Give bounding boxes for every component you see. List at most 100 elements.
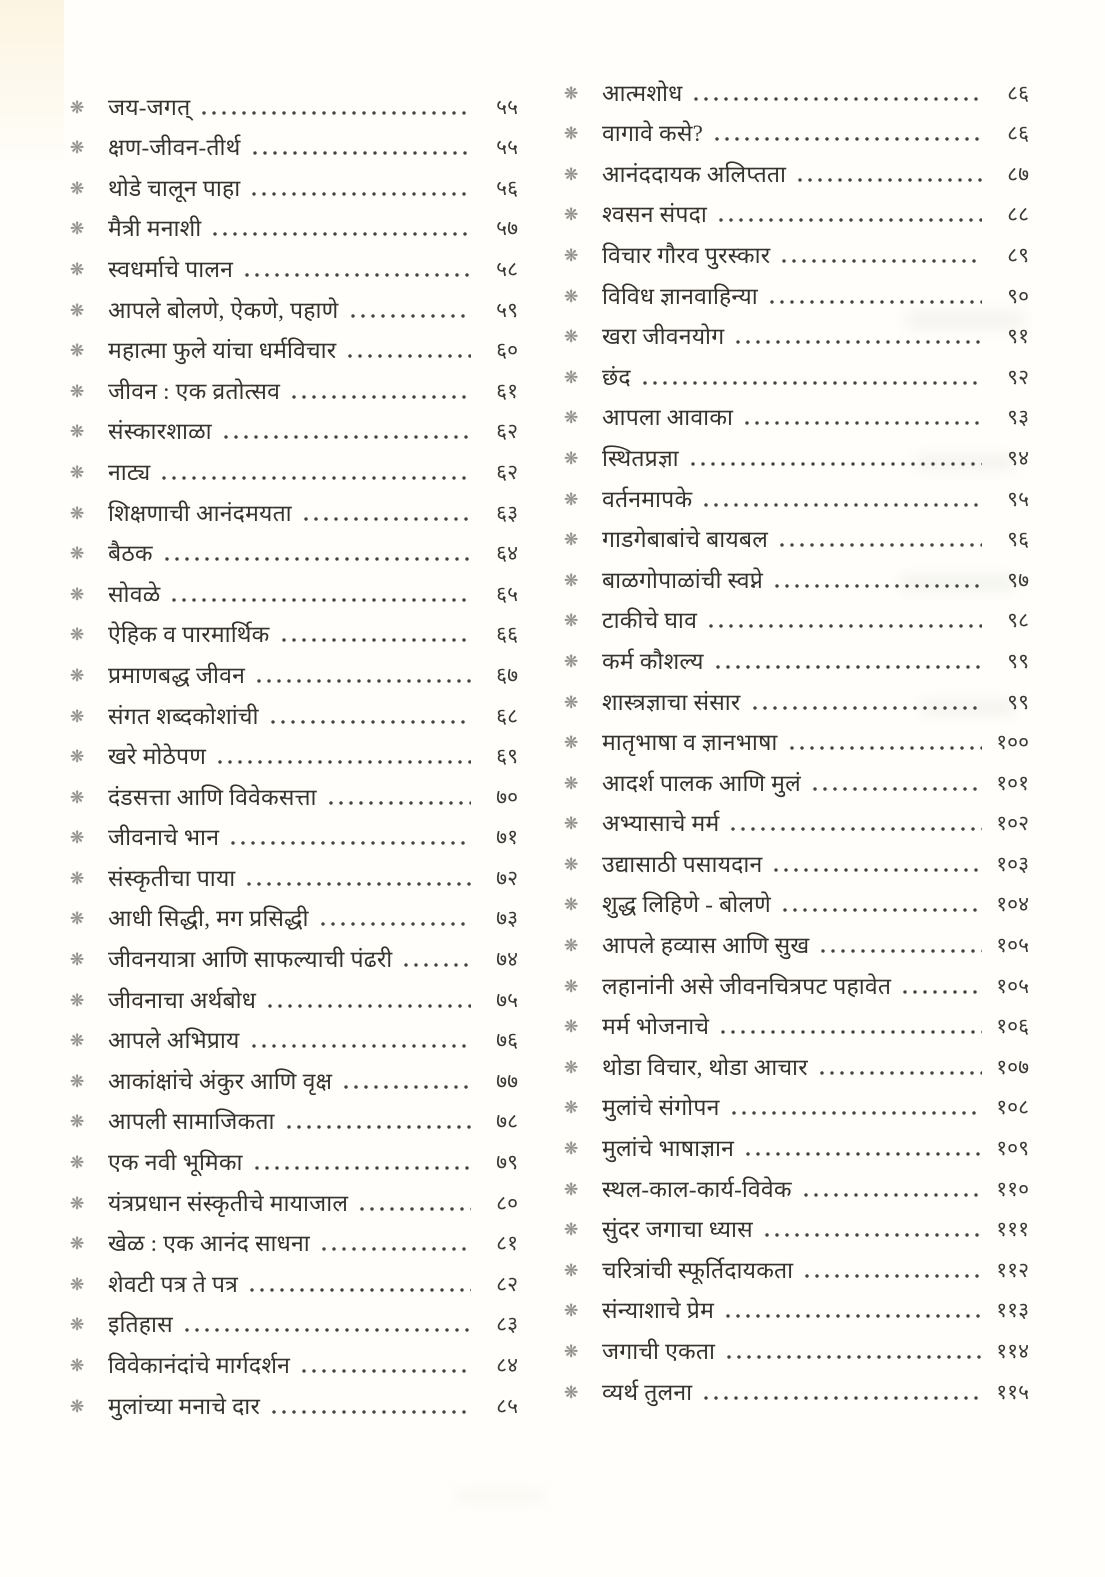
flower-asterisk-icon: ❋ [70, 341, 85, 362]
flower-asterisk-icon: ❋ [70, 625, 85, 646]
flower-asterisk-icon: ❋ [70, 828, 85, 849]
toc-entry-title: व्यर्थ तुलना [602, 1379, 693, 1405]
toc-entry-page-number: १०५ [996, 933, 1029, 958]
dotted-leader [210, 231, 471, 238]
flower-asterisk-icon: ❋ [70, 97, 85, 118]
dotted-leader [249, 190, 471, 197]
flower-asterisk-icon: ❋ [70, 1396, 85, 1417]
flower-asterisk-icon: ❋ [564, 1098, 579, 1119]
flower-asterisk-icon: ❋ [564, 570, 579, 591]
toc-entry-page-number: ७८ [496, 1109, 518, 1134]
toc-entry-title: मुलांचे भाषाज्ञान [602, 1136, 735, 1162]
toc-entry: ❋ यंत्रप्रधान संस्कृतीचे मायाजाल ८० [70, 1180, 518, 1221]
flower-asterisk-icon: ❋ [70, 300, 85, 321]
toc-entry-page-number: १०२ [996, 811, 1029, 836]
toc-entry: ❋ आपला आवाका ९३ [564, 395, 1029, 436]
toc-entry-page-number: ७६ [496, 1028, 518, 1053]
dotted-leader [718, 1029, 982, 1036]
toc-entry: ❋ जय-जगत् ५५ [70, 84, 518, 125]
toc-entry-title: आपले हव्यास आणि सुख [602, 933, 810, 959]
toc-entry-title: जीवनाचा अर्थबोध [108, 987, 257, 1013]
toc-entry-page-number: ९२ [1007, 364, 1029, 389]
dotted-leader [818, 948, 982, 955]
dotted-leader [318, 1246, 471, 1253]
toc-entry: ❋ मर्म भोजनाचे १०६ [564, 1004, 1029, 1045]
toc-entry-title: महात्मा फुले यांचा धर्मविचार [108, 338, 337, 364]
flower-asterisk-icon: ❋ [564, 611, 579, 632]
toc-entry: ❋ स्थल-काल-कार्य-विवेक ११० [564, 1166, 1029, 1207]
dotted-leader [733, 339, 982, 346]
toc-entry-page-number: ७३ [496, 906, 518, 931]
toc-entry-page-number: १११ [996, 1217, 1029, 1242]
flower-asterisk-icon: ❋ [564, 327, 579, 348]
dotted-leader [701, 1394, 982, 1401]
toc-entry-page-number: ११३ [996, 1298, 1029, 1323]
toc-entry-title: एक नवी भूमिका [108, 1150, 243, 1176]
toc-entry-title: खरे मोठेपण [108, 744, 207, 770]
toc-entry: ❋ जगाची एकता ११४ [564, 1328, 1029, 1369]
toc-entry-page-number: ७० [496, 784, 518, 809]
dotted-leader [723, 1313, 982, 1320]
toc-entry-page-number: ७७ [496, 1068, 518, 1093]
toc-entry: ❋ एक नवी भूमिका ७९ [70, 1139, 518, 1180]
flower-asterisk-icon: ❋ [70, 747, 85, 768]
dotted-leader [300, 515, 471, 522]
toc-entry: ❋ संगत शब्दकोशांची ६८ [70, 693, 518, 734]
toc-entry-title: ऐहिक व पारमार्थिक [108, 622, 270, 648]
toc-entry-page-number: १०९ [996, 1136, 1029, 1161]
toc-entry-page-number: ६२ [496, 419, 518, 444]
toc-entry-page-number: १०८ [996, 1095, 1029, 1120]
flower-asterisk-icon: ❋ [564, 448, 579, 469]
dotted-leader [816, 1069, 982, 1076]
toc-entry-title: आकांक्षांचे अंकुर आणि वृक्ष [108, 1068, 333, 1094]
flower-asterisk-icon: ❋ [564, 245, 579, 266]
dotted-leader [724, 1354, 982, 1360]
dotted-leader [317, 921, 471, 928]
toc-column-left: ❋ जय-जगत् ५५ ❋ क्षण-जीवन-तीर्थ ५५ ❋ थोडे… [70, 70, 518, 1424]
toc-entry-page-number: ९७ [1007, 567, 1029, 592]
toc-entry-page-number: ७४ [496, 947, 518, 972]
toc-entry-title: टाकीचे घाव [602, 608, 698, 634]
flower-asterisk-icon: ❋ [70, 990, 85, 1011]
toc-entry: ❋ खेळ : एक आनंद साधना ८१ [70, 1221, 518, 1262]
toc-entry-page-number: १०६ [996, 1014, 1029, 1039]
toc-entry-title: शेवटी पत्र ते पत्र [108, 1271, 239, 1297]
toc-entry: ❋ आदर्श पालक आणि मुलं १०१ [564, 760, 1029, 801]
dotted-leader [780, 907, 982, 914]
toc-entry-title: संस्कृतीचा पाया [108, 865, 236, 891]
toc-entry-title: स्थितप्रज्ञा [602, 445, 679, 471]
toc-entry-title: जीवनाचे भान [108, 825, 220, 851]
flower-asterisk-icon: ❋ [564, 895, 579, 916]
toc-entry: ❋ खरे मोठेपण ६९ [70, 734, 518, 775]
toc-entry-page-number: ६४ [496, 541, 518, 566]
toc-entry: ❋ इतिहास ८३ [70, 1302, 518, 1343]
flower-asterisk-icon: ❋ [564, 124, 579, 145]
toc-entry-title: प्रमाणबद्ध जीवन [108, 662, 246, 688]
toc-entry: ❋ मुलांच्या मनाचे दार ८५ [70, 1383, 518, 1424]
toc-entry: ❋ थोडा विचार, थोडा आचार १०७ [564, 1044, 1029, 1085]
toc-entry-title: सुंदर जगाचा ध्यास [602, 1217, 753, 1243]
toc-entry-title: खेळ : एक आनंद साधना [108, 1231, 310, 1257]
toc-entry: ❋ संस्कृतीचा पाया ७२ [70, 855, 518, 896]
toc-entry: ❋ शास्त्रज्ञाचा संसार ९९ [564, 679, 1029, 720]
dotted-leader [159, 474, 471, 481]
toc-entry-title: स्वधर्माचे पालन [108, 256, 234, 282]
toc-entry-title: लहानांनी असे जीवनचित्रपट पहावेत [602, 973, 892, 999]
dotted-leader [278, 637, 471, 644]
toc-entry-title: आत्मशोध [602, 80, 683, 106]
flower-asterisk-icon: ❋ [70, 950, 85, 971]
flower-asterisk-icon: ❋ [564, 1179, 579, 1200]
dotted-leader [347, 312, 471, 319]
toc-entry-page-number: ७१ [496, 825, 518, 850]
dotted-leader [802, 1272, 982, 1279]
dotted-leader [706, 623, 982, 630]
dotted-leader [269, 1408, 471, 1415]
flower-asterisk-icon: ❋ [564, 854, 579, 875]
dotted-leader [199, 109, 471, 116]
dotted-leader [325, 799, 471, 806]
dotted-leader [161, 556, 471, 563]
dotted-leader [283, 1124, 471, 1131]
toc-entry-page-number: ६१ [496, 378, 518, 403]
toc-entry-page-number: ११५ [996, 1379, 1029, 1404]
toc-entry-title: कर्म कौशल्य [602, 648, 704, 674]
